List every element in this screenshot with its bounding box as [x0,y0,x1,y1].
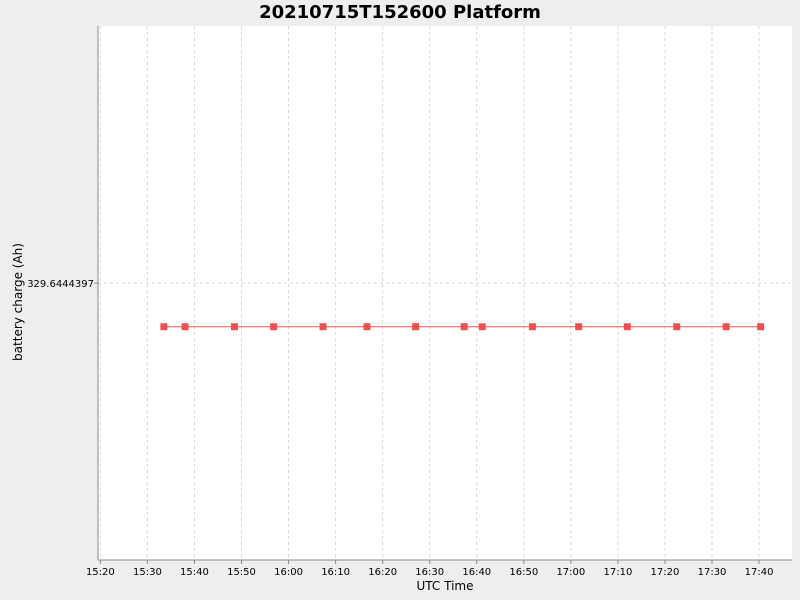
plot-area [98,26,792,560]
data-point [722,323,730,331]
x-tick-label: 15:50 [227,567,256,578]
data-point [623,323,631,331]
data-point [460,323,468,331]
x-ticks: 15:20 15:30 15:40 15:50 16:00 16:10 16:20 16:30… [86,560,774,578]
data-point [363,323,371,331]
chart-title: 20210715T152600 Platform [259,2,541,23]
data-point [270,323,278,331]
x-tick-label: 16:30 [415,567,444,578]
data-point [181,323,189,331]
x-tick-label: 15:20 [86,567,115,578]
x-tick-label: 16:00 [274,567,303,578]
y-axis-label: battery charge (Ah) [11,243,25,361]
x-tick-label: 17:10 [603,567,632,578]
data-point [673,323,681,331]
x-tick-label: 16:40 [462,567,491,578]
data-point [230,323,238,331]
x-tick-label: 16:20 [368,567,397,578]
x-tick-label: 15:40 [180,567,209,578]
x-tick-label: 15:30 [133,567,162,578]
data-point [575,323,583,331]
data-point [319,323,327,331]
x-tick-label: 16:50 [509,567,538,578]
data-point [528,323,536,331]
x-tick-label: 17:00 [556,567,585,578]
x-tick-label: 17:30 [698,567,727,578]
data-point [160,323,168,331]
data-point [412,323,420,331]
x-tick-label: 16:10 [321,567,350,578]
x-gridlines [99,26,760,560]
y-tick-label: 329.6444397 [27,279,94,290]
data-point [757,323,765,331]
data-point [478,323,486,331]
x-axis-label: UTC Time [417,579,474,593]
series-battery-charge [160,323,765,331]
x-tick-label: 17:40 [745,567,774,578]
y-ticks: 329.6444397 [27,279,98,290]
x-tick-label: 17:20 [651,567,680,578]
